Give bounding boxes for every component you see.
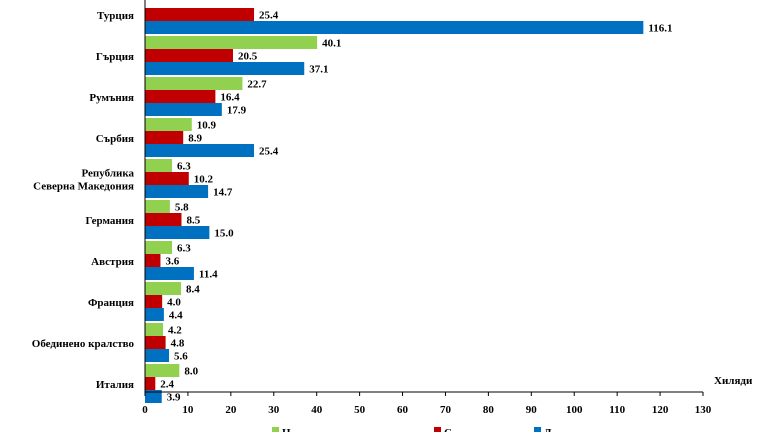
- bar-Н-8: [145, 323, 164, 336]
- category-labels-layer: Турция Гърция Румъния Сърбия РепубликаСеверн…: [32, 10, 135, 391]
- bar-С-8: [145, 336, 166, 349]
- x-tick-label: 0: [142, 404, 148, 416]
- value-label: 4.2: [168, 325, 182, 337]
- legend-label-0: Н: [282, 427, 291, 432]
- category-label: Румъния: [89, 92, 134, 104]
- bar-С-4: [145, 172, 189, 185]
- value-label: 14.7: [213, 187, 233, 199]
- bar-Д-1: [145, 62, 305, 75]
- value-label: 8.9: [188, 133, 202, 145]
- category-label: Северна Македония: [33, 181, 134, 193]
- value-label: 11.4: [199, 269, 218, 281]
- value-label: 4.8: [171, 338, 185, 350]
- value-label: 25.4: [259, 10, 279, 22]
- category-label: Германия: [85, 215, 134, 227]
- bar-Д-3: [145, 144, 255, 157]
- bar-С-7: [145, 295, 163, 308]
- category-label: Франция: [88, 297, 134, 309]
- bar-Д-4: [145, 185, 209, 198]
- x-tick-label: 30: [268, 404, 280, 416]
- legend-label-1: С: [444, 427, 452, 432]
- category-label: Турция: [97, 10, 134, 22]
- bar-Н-6: [145, 241, 173, 254]
- value-label: 37.1: [309, 64, 328, 76]
- legend: НСД: [272, 427, 552, 432]
- x-tick-label: 90: [526, 404, 538, 416]
- category-label: Австрия: [91, 256, 134, 268]
- x-tick-label: 20: [225, 404, 237, 416]
- x-tick-label: 60: [397, 404, 409, 416]
- value-labels-layer: 25.4 116.1 40.1 20.5 37.1 22.7 16.417.9 10.98.9…: [160, 10, 672, 404]
- value-label: 16.4: [220, 92, 240, 104]
- value-label: 22.7: [247, 79, 267, 91]
- bar-Д-8: [145, 349, 170, 362]
- bar-Д-5: [145, 226, 210, 239]
- value-label: 3.6: [165, 256, 179, 268]
- x-tick-label: 80: [483, 404, 495, 416]
- x-tick-label: 130: [695, 404, 712, 416]
- bar-Д-9: [145, 390, 162, 403]
- category-label: Гърция: [96, 51, 134, 63]
- bar-Д-0: [145, 21, 644, 34]
- value-label: 15.0: [214, 228, 234, 240]
- legend-swatch-0: [272, 427, 279, 432]
- bars-layer: [145, 8, 644, 403]
- bar-Н-1: [145, 36, 318, 49]
- bar-С-5: [145, 213, 182, 226]
- category-label: Република: [81, 168, 134, 180]
- value-label: 25.4: [259, 146, 279, 158]
- value-label: 116.1: [648, 23, 672, 35]
- x-tick-label: 120: [652, 404, 669, 416]
- bar-С-9: [145, 377, 156, 390]
- bar-С-0: [145, 8, 255, 21]
- legend-swatch-1: [434, 427, 441, 432]
- value-label: 3.9: [167, 392, 181, 404]
- value-label: 40.1: [322, 38, 341, 50]
- category-label: Италия: [96, 379, 134, 391]
- bar-Н-7: [145, 282, 182, 295]
- value-label: 5.8: [175, 202, 189, 214]
- value-label: 6.3: [177, 161, 191, 173]
- x-tick-label: 50: [354, 404, 366, 416]
- bar-Д-6: [145, 267, 194, 280]
- bar-Д-7: [145, 308, 164, 321]
- value-label: 8.4: [186, 284, 200, 296]
- bar-С-2: [145, 90, 216, 103]
- bar-Н-5: [145, 200, 170, 213]
- category-label: Сърбия: [96, 133, 134, 145]
- x-tick-label: 70: [440, 404, 452, 416]
- bar-С-6: [145, 254, 161, 267]
- value-label: 20.5: [238, 51, 258, 63]
- value-label: 17.9: [227, 105, 247, 117]
- x-tick-label: 40: [311, 404, 323, 416]
- bar-Н-2: [145, 77, 243, 90]
- x-tick-label: 110: [609, 404, 625, 416]
- bar-Н-3: [145, 118, 192, 131]
- value-label: 5.6: [174, 351, 188, 363]
- legend-swatch-2: [534, 427, 541, 432]
- bar-С-3: [145, 131, 184, 144]
- x-axis: 0 10 20 30 40 50 60 70 80 90 100 110 120 130: [142, 0, 712, 416]
- x-tick-label: 100: [566, 404, 583, 416]
- x-tick-label: 10: [182, 404, 194, 416]
- value-label: 4.4: [169, 310, 183, 322]
- category-label: Обединено кралство: [32, 338, 135, 350]
- value-label: 2.4: [160, 379, 174, 391]
- x-axis-unit-label: Хиляди: [714, 375, 753, 387]
- value-label: 8.0: [184, 366, 198, 378]
- value-label: 8.5: [186, 215, 200, 227]
- value-label: 10.2: [194, 174, 214, 186]
- bar-Н-9: [145, 364, 180, 377]
- legend-label-2: Д: [544, 427, 552, 432]
- value-label: 10.9: [197, 120, 217, 132]
- bar-Н-4: [145, 159, 173, 172]
- bar-Д-2: [145, 103, 222, 116]
- value-label: 4.0: [167, 297, 181, 309]
- bar-С-1: [145, 49, 233, 62]
- value-label: 6.3: [177, 243, 191, 255]
